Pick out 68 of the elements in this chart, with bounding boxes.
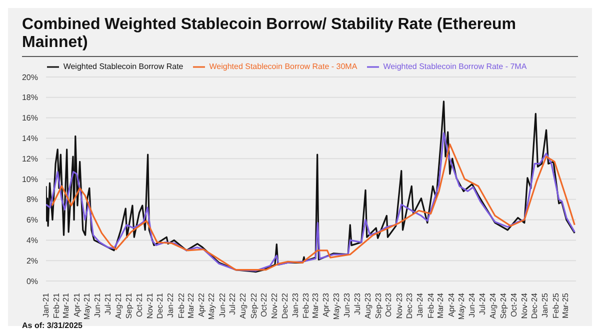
line-series: [46, 100, 576, 273]
x-tick-label: Jun-24: [468, 292, 477, 318]
x-tick-label: Feb-21: [52, 292, 62, 318]
x-tick-label: May-23: [332, 292, 341, 320]
x-tick-label: Feb-24: [426, 292, 436, 318]
legend-label: Weighted Stablecoin Borrow Rate - 7MA: [383, 62, 527, 72]
x-tick-label: Jun-21: [93, 292, 102, 318]
y-tick-label: 6%: [26, 216, 38, 225]
x-tick-label: Mar-21: [62, 292, 71, 318]
y-tick-label: 4%: [26, 236, 38, 246]
x-tick-label: Jan-22: [166, 292, 176, 318]
x-tick-label: Feb-22: [176, 292, 186, 318]
x-tick-label: Aug-22: [238, 292, 248, 319]
x-tick-label: Nov-22: [270, 292, 280, 319]
chart-title: Combined Weighted Stablecoin Borrow/ Stability Rate (Ethereum Mainnet): [21, 15, 517, 53]
x-tick-label: Jul-21: [103, 292, 112, 315]
x-tick-label: Dec-22: [280, 292, 290, 319]
x-tick-label: Feb-23: [302, 292, 311, 318]
y-tick-label: 10%: [22, 174, 38, 184]
x-tick-label: Feb-25: [551, 292, 560, 318]
x-tick-label: Nov-21: [145, 292, 154, 319]
y-tick-label: 8%: [26, 195, 38, 204]
y-tick-label: 12%: [22, 154, 38, 164]
x-tick-label: Sep-21: [124, 292, 134, 319]
x-tick-label: Mar-23: [311, 292, 320, 318]
x-tick-label: Jul-22: [228, 292, 238, 315]
x-tick-label: May-22: [207, 292, 216, 320]
x-tick-label: Apr-23: [322, 292, 331, 318]
x-tick-label: Dec-23: [405, 292, 414, 319]
x-tick-label: Oct-23: [384, 292, 394, 318]
x-tick-label: May-21: [82, 292, 92, 320]
x-tick-label: Oct-22: [260, 292, 269, 318]
x-tick-label: Jul-23: [352, 292, 362, 315]
x-tick-label: Mar-22: [186, 292, 196, 318]
x-tick-label: Apr-21: [72, 292, 82, 318]
x-tick-label: Mar-24: [436, 292, 446, 318]
x-tick-label: Jan-25: [540, 292, 550, 318]
x-tick-label: Apr-24: [446, 292, 456, 318]
x-tick-label: Aug-21: [114, 292, 123, 319]
x-tick-label: Oct-24: [509, 292, 518, 318]
x-tick-label: Jun-22: [218, 292, 227, 318]
text: As of: 3/31/2025: [22, 321, 84, 330]
legend-label: Weighted Stablecoin Borrow Rate - 30MA: [209, 62, 358, 72]
x-tick-label: Aug-23: [363, 292, 372, 319]
x-tick-label: Apr-22: [196, 292, 206, 318]
x-tick-label: Sep-22: [249, 292, 258, 319]
x-tick-label: Aug-24: [488, 292, 498, 319]
y-tick-label: 18%: [22, 93, 38, 102]
x-tick-label: Dec-21: [156, 292, 165, 319]
x-tick-label: Jun-23: [342, 292, 352, 318]
legend-label: Weighted Stablecoin Borrow Rate: [63, 62, 184, 72]
x-tick-label: May-24: [457, 292, 466, 320]
y-tick-label: 2%: [26, 256, 38, 266]
x-tick-label: Nov-24: [520, 292, 529, 319]
x-tick-label: Sep-23: [374, 292, 383, 319]
x-tick-label: Jan-21: [42, 292, 50, 318]
x-tick-label: Jan-24: [416, 292, 425, 318]
x-tick-label: Jul-24: [478, 292, 487, 315]
y-tick-label: 16%: [22, 114, 38, 123]
x-tick-label: Nov-23: [394, 292, 404, 319]
y-tick-label: 0%: [26, 276, 38, 286]
y-tick-label: 20%: [22, 72, 38, 82]
x-tick-label: Mar-25: [560, 292, 570, 318]
x-tick-label: Sep-24: [499, 292, 508, 319]
y-tick-label: 14%: [22, 134, 38, 144]
x-tick-label: Oct-21: [134, 292, 144, 318]
x-tick-label: Dec-24: [530, 292, 540, 319]
x-tick-label: Jan-23: [290, 292, 300, 318]
